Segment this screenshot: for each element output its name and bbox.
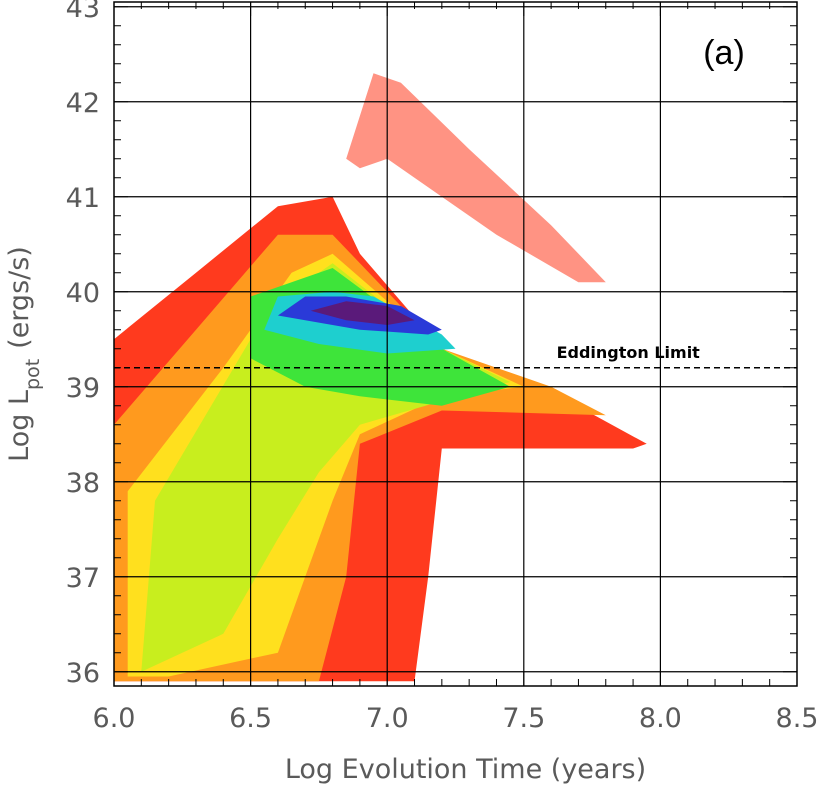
- sparse-plume-region: [346, 73, 606, 283]
- y-tick-label-39: 39: [66, 373, 100, 404]
- y-axis-title-main: Log L: [4, 390, 35, 462]
- eddington-limit-label: Eddington Limit: [557, 343, 701, 362]
- y-tick-label-41: 41: [66, 183, 100, 214]
- x-axis-title: Log Evolution Time (years): [285, 754, 646, 785]
- y-tick-label-43: 43: [66, 0, 100, 24]
- axis-ticks: [113, 2, 798, 686]
- y-tick-label-42: 42: [66, 88, 100, 119]
- density-region-level-8: [310, 301, 415, 325]
- y-tick-label-36: 36: [66, 658, 100, 689]
- y-axis-title-units: (ergs/s): [4, 246, 35, 349]
- y-tick-labels: 36 37 38 39 40 41 42 43: [66, 0, 100, 689]
- x-tick-label-8.5: 8.5: [776, 703, 819, 734]
- plot-frame: [113, 1, 798, 687]
- x-tick-label-6.0: 6.0: [93, 703, 136, 734]
- x-tick-label-7.5: 7.5: [502, 703, 545, 734]
- y-axis-title-subscript: pot: [22, 359, 44, 390]
- y-tick-label-38: 38: [66, 468, 100, 499]
- x-tick-label-7.0: 7.0: [366, 703, 409, 734]
- density-regions: [114, 73, 647, 682]
- y-tick-label-37: 37: [66, 563, 100, 594]
- x-tick-label-8.0: 8.0: [639, 703, 682, 734]
- panel-label: (a): [703, 34, 745, 72]
- x-tick-labels: 6.0 6.5 7.0 7.5 8.0 8.5: [93, 703, 819, 734]
- x-tick-label-6.5: 6.5: [229, 703, 272, 734]
- y-tick-label-40: 40: [66, 278, 100, 309]
- grid-lines: [114, 2, 797, 686]
- y-axis-title: Log Lpot (ergs/s): [4, 246, 44, 462]
